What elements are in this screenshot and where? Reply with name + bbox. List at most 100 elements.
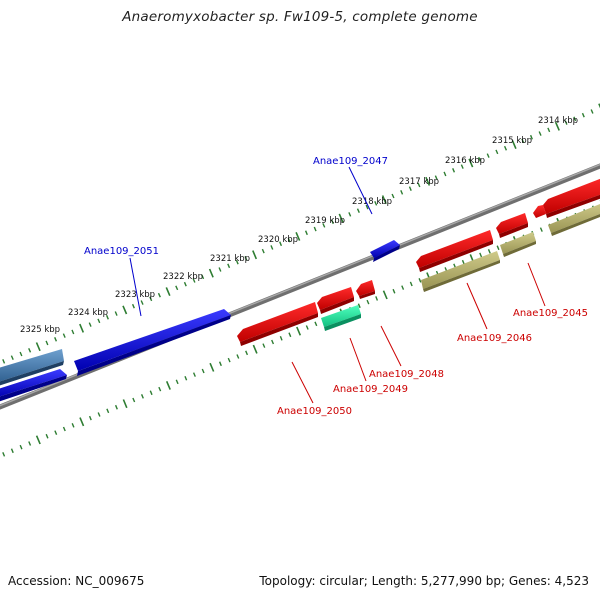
scale-tick-minor <box>374 201 378 206</box>
gene-anae109-2046[interactable] <box>416 230 493 268</box>
scale-tick-minor <box>192 372 196 377</box>
callout-line <box>527 262 546 307</box>
scale-tick-minor <box>19 444 23 450</box>
gene-anae109-2046-shade <box>419 240 493 272</box>
scale-tick-major <box>338 213 344 223</box>
scale-tick-minor <box>97 318 101 324</box>
scale-tick-minor <box>304 230 308 236</box>
scale-tick-minor <box>417 182 421 188</box>
scale-tick-minor <box>305 325 309 330</box>
scale-tick-minor <box>114 404 118 410</box>
gene-arrow-shade <box>503 241 536 257</box>
gene-anae109-2045[interactable] <box>543 177 600 214</box>
gene-arrow[interactable] <box>533 205 546 218</box>
gene-arrow[interactable] <box>0 369 67 398</box>
scale-tick-minor <box>418 278 422 283</box>
gene-anae109-2047-shade <box>373 245 400 262</box>
scale-tick-major <box>122 399 128 409</box>
scale-tick-minor <box>157 292 161 298</box>
scale-tick-minor <box>227 357 231 363</box>
gene-arrow[interactable] <box>356 280 375 296</box>
scale-tick-minor <box>581 112 585 118</box>
scale-tick-minor <box>245 350 249 356</box>
scale-tick-minor <box>452 168 456 173</box>
scale-tick-major <box>165 380 171 390</box>
scale-tick-minor <box>10 448 14 454</box>
scale-tick-minor <box>408 186 412 191</box>
gene-arrow[interactable] <box>548 202 600 233</box>
gene-arrow-shade <box>551 213 600 236</box>
scale-tick-minor <box>366 299 370 305</box>
scale-tick-major <box>511 140 517 150</box>
gene-anae109-2051[interactable] <box>74 309 231 371</box>
gene-anae109-2049[interactable] <box>321 305 361 327</box>
scale-tick-minor <box>244 256 248 261</box>
scale-tick-major <box>209 362 215 372</box>
gene-label-anae109-2045[interactable]: Anae109_2045 <box>513 308 588 319</box>
scale-tick-major <box>296 326 302 336</box>
scale-tick-minor <box>443 171 447 177</box>
scale-tick-minor <box>158 386 162 392</box>
gene-label-anae109-2051[interactable]: Anae109_2051 <box>84 246 159 257</box>
gene-label-anae109-2050[interactable]: Anae109_2050 <box>277 406 352 417</box>
scale-tick-major <box>598 103 600 109</box>
scale-tick-major <box>295 231 301 241</box>
scale-tick-minor <box>460 164 464 169</box>
scale-label-2324: 2324 kbp <box>68 308 108 318</box>
scale-tick-major <box>35 342 41 352</box>
scale-tick-major <box>382 290 388 300</box>
reverse-genes <box>237 177 600 346</box>
scale-label-2317: 2317 kbp <box>399 177 439 187</box>
scale-tick-minor <box>401 285 405 290</box>
scale-tick-major <box>79 417 85 427</box>
gene-anae109-2045-shade <box>546 194 600 218</box>
scale-label-2315: 2315 kbp <box>492 136 532 146</box>
callout-line <box>380 325 402 367</box>
scale-tick-major <box>79 323 85 333</box>
gene-label-anae109-2047[interactable]: Anae109_2047 <box>313 156 388 167</box>
scale-tick-major <box>252 250 258 260</box>
scale-label-2325: 2325 kbp <box>20 325 60 335</box>
scale-tick-minor <box>132 397 136 403</box>
inner-scale-ticks <box>2 200 600 457</box>
scale-tick-minor <box>88 415 92 421</box>
scale-tick-major <box>554 121 560 131</box>
scale-tick-minor <box>201 368 205 374</box>
gene-arrow[interactable] <box>496 213 528 234</box>
accession-text: Accession: NC_009675 <box>8 574 145 588</box>
gene-label-anae109-2046[interactable]: Anae109_2046 <box>457 333 532 344</box>
scale-tick-minor <box>496 245 500 251</box>
scale-tick-major <box>425 176 431 186</box>
scale-tick-minor <box>45 433 49 439</box>
callout-lines <box>129 166 546 404</box>
gene-arrow-shade <box>0 361 64 386</box>
gene-anae109-2048[interactable] <box>317 287 354 310</box>
scale-tick-minor <box>201 274 205 280</box>
gene-arrow[interactable] <box>0 349 64 383</box>
scale-label-2318: 2318 kbp <box>352 197 392 207</box>
gene-label-anae109-2048[interactable]: Anae109_2048 <box>369 369 444 380</box>
scale-tick-major <box>165 287 171 297</box>
gene-arrow[interactable] <box>500 232 536 254</box>
callout-line <box>349 337 367 382</box>
gene-anae109-2047[interactable] <box>370 240 400 258</box>
outer-scale-ticks <box>2 103 600 364</box>
callout-line <box>466 282 488 330</box>
scale-tick-minor <box>149 390 153 396</box>
scale-tick-major <box>468 158 474 168</box>
scale-label-2323: 2323 kbp <box>115 290 155 300</box>
scale-tick-minor <box>357 303 361 309</box>
scale-tick-minor <box>538 131 542 136</box>
gene-label-anae109-2049[interactable]: Anae109_2049 <box>333 384 408 395</box>
scale-tick-minor <box>365 204 369 210</box>
scale-tick-minor <box>529 134 533 140</box>
scale-tick-minor <box>62 333 66 338</box>
gene-anae109-2050[interactable] <box>237 302 318 342</box>
scale-tick-minor <box>313 226 317 232</box>
gene-arrow[interactable] <box>421 251 500 289</box>
gene-anae109-2051-shade <box>77 315 231 376</box>
scale-tick-minor <box>375 296 379 301</box>
scale-tick-minor <box>391 193 395 199</box>
scale-tick-minor <box>486 153 490 158</box>
scale-tick-minor <box>279 241 283 247</box>
